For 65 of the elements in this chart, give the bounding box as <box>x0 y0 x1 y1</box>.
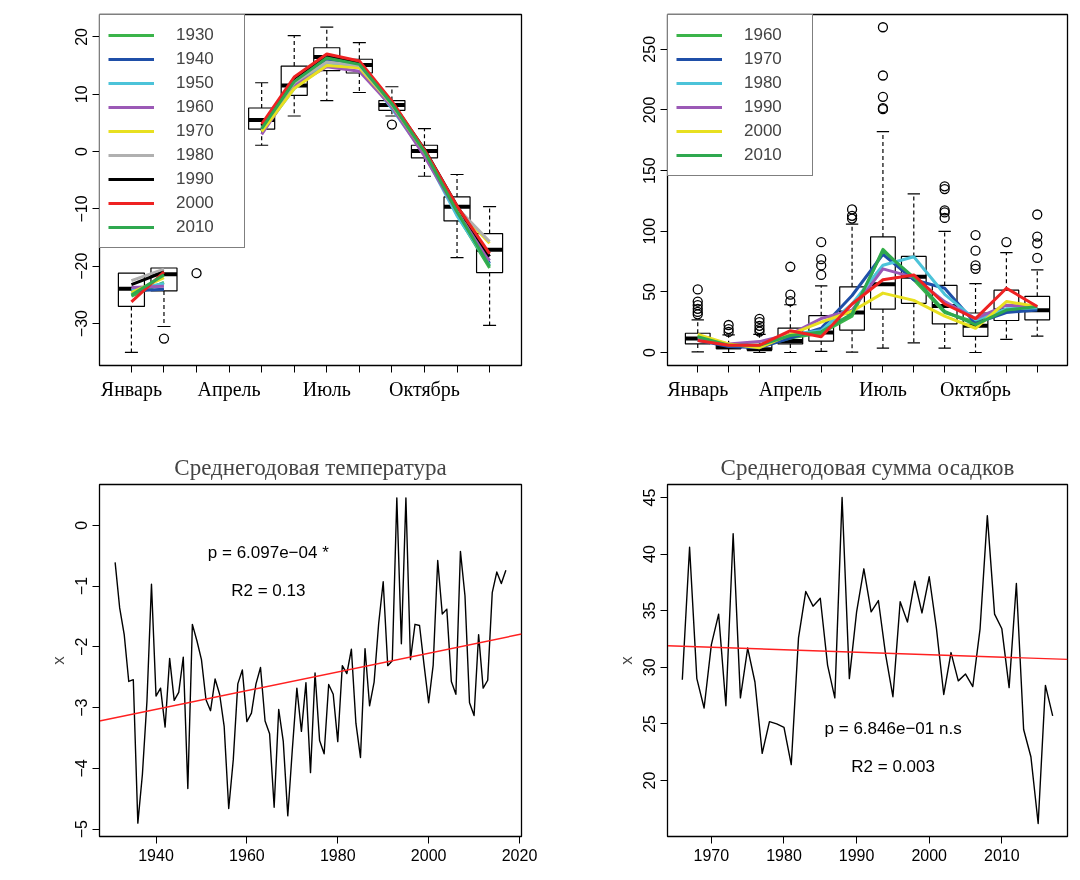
legend-label: 1960 <box>744 25 783 45</box>
chart-title: Среднегодовая сумма осадков <box>720 454 1015 480</box>
x-tick-label: 1980 <box>319 846 356 864</box>
legend-label: 2000 <box>744 121 783 141</box>
x-tick-label: Апрель <box>197 377 261 401</box>
legend-label: 1970 <box>176 121 215 141</box>
x-tick-label: Июль <box>302 377 351 400</box>
y-tick-label: −3 <box>73 698 91 717</box>
y-axis-title: x <box>616 655 636 665</box>
x-tick-label: 2000 <box>410 846 447 864</box>
legend-label: 1960 <box>176 97 215 117</box>
y-tick-label: −4 <box>73 759 91 778</box>
y-tick-label: −5 <box>73 819 91 839</box>
y-tick-label: −20 <box>73 252 91 280</box>
legend-label: 2000 <box>176 193 215 213</box>
y-tick-label: 250 <box>641 35 659 63</box>
annotation: R2 = 0.13 <box>231 581 306 601</box>
x-tick-label: 1940 <box>138 846 174 864</box>
y-tick-label: 30 <box>641 658 659 677</box>
y-tick-label: 20 <box>73 27 91 46</box>
y-tick-label: −2 <box>73 637 91 656</box>
x-tick-label: 1990 <box>838 846 875 864</box>
y-tick-label: 100 <box>641 217 659 245</box>
x-tick-label: 1960 <box>229 846 265 864</box>
legend-label: 1980 <box>744 73 783 93</box>
legend-label: 1980 <box>176 145 215 165</box>
x-tick-label: 2000 <box>911 846 948 864</box>
legend-label: 1940 <box>176 49 215 69</box>
x-tick-label: Октябрь <box>389 377 460 401</box>
x-tick-label: 2020 <box>501 846 538 864</box>
y-tick-label: −10 <box>73 195 91 223</box>
legend-label: 1990 <box>744 97 783 117</box>
x-tick-label: 1970 <box>693 846 730 864</box>
x-tick-label: Октябрь <box>940 377 1011 401</box>
x-tick-label: 1980 <box>766 846 802 864</box>
y-axis-title: x <box>48 655 68 665</box>
y-tick-label: 0 <box>73 147 91 157</box>
y-tick-label: 200 <box>641 96 659 124</box>
y-tick-label: 40 <box>641 545 659 564</box>
y-tick-label: −30 <box>73 309 91 338</box>
y-tick-label: 35 <box>641 601 659 620</box>
x-tick-label: 2010 <box>984 846 1020 864</box>
annotation: p = 6.097e−04 * <box>207 543 330 563</box>
y-tick-label: −1 <box>73 576 91 596</box>
legend-label: 1970 <box>744 49 783 69</box>
annotation: R2 = 0.003 <box>851 757 935 777</box>
x-tick-label: Январь <box>667 377 729 401</box>
x-tick-label: Июль <box>858 377 907 400</box>
y-tick-label: 10 <box>73 85 91 104</box>
legend-label: 2010 <box>176 217 215 237</box>
x-tick-label: Апрель <box>758 377 822 401</box>
legend-label: 1930 <box>176 25 215 45</box>
y-tick-label: 25 <box>641 714 659 733</box>
legend-label: 2010 <box>744 145 783 165</box>
x-tick-label: Январь <box>100 377 163 401</box>
y-tick-label: 0 <box>641 347 659 357</box>
legend-label: 1950 <box>176 73 215 93</box>
y-tick-label: 50 <box>641 282 659 301</box>
y-tick-label: 150 <box>641 157 659 184</box>
legend-label: 1990 <box>176 169 215 189</box>
chart-title: Среднегодовая температура <box>174 454 447 480</box>
y-tick-label: 20 <box>641 771 659 790</box>
y-tick-label: 0 <box>73 520 91 530</box>
annotation: p = 6.846e−01 n.s <box>824 719 962 739</box>
y-tick-label: 45 <box>641 488 659 507</box>
